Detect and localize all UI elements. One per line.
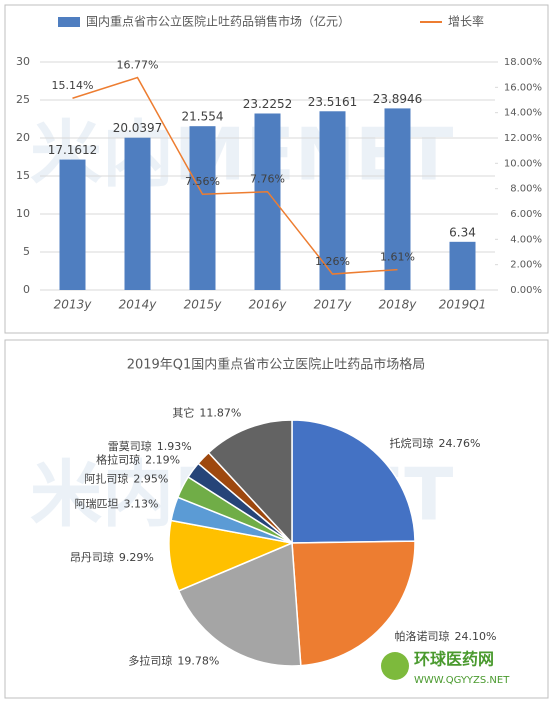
x-tick-label: 2013y <box>54 298 93 312</box>
bar <box>254 113 281 290</box>
watermark: 米内MENET <box>30 113 453 197</box>
slice-value: 24.76% <box>439 437 481 450</box>
slice-category: 昂丹司琼 <box>70 550 114 564</box>
bar <box>319 111 346 290</box>
slice-category: 托烷司琼 <box>390 436 434 450</box>
y2-tick-label: 18.00% <box>504 57 542 68</box>
y-tick-label: 25 <box>16 93 30 106</box>
x-tick-label: 2017y <box>314 298 353 312</box>
pie-slice <box>177 541 302 667</box>
data-label: 6.34 <box>449 225 476 239</box>
slice-label: 其它 11.87% <box>172 406 241 420</box>
logo-name: 环球医药网 <box>414 650 494 669</box>
y-tick-label: 15 <box>16 169 30 182</box>
bar <box>189 126 216 290</box>
bar <box>384 108 411 291</box>
data-label: 1.61% <box>380 251 415 264</box>
slice-value: 2.19% <box>145 454 180 467</box>
slice-value: 3.13% <box>124 497 159 510</box>
data-label: 7.56% <box>185 175 220 188</box>
chart-title: 2019年Q1国内重点省市公立医院止吐药品市场格局 <box>127 357 426 373</box>
slice-label: 帕洛诺司琼 24.10% <box>394 629 496 643</box>
y2-tick-label: 10.00% <box>504 158 542 169</box>
data-label: 1.26% <box>315 255 350 268</box>
slice-label: 多拉司琼 19.78% <box>128 654 219 668</box>
y-tick-label: 30 <box>16 55 30 68</box>
slice-label: 阿扎司琼 2.95% <box>84 472 168 486</box>
y-tick-label: 20 <box>16 131 30 144</box>
x-tick-label: 2014y <box>119 298 158 312</box>
data-label: 23.2252 <box>243 97 293 111</box>
slice-label: 昂丹司琼 9.29% <box>70 550 154 564</box>
y2-tick-label: 0.00% <box>510 285 542 296</box>
legend-label: 增长率 <box>448 14 484 29</box>
logo-icon <box>381 652 409 680</box>
x-tick-label: 2016y <box>249 298 288 312</box>
slice-value: 24.10% <box>454 630 496 643</box>
slice-category: 其它 <box>172 406 194 420</box>
legend-swatch <box>58 17 80 27</box>
y2-tick-label: 16.00% <box>504 82 542 93</box>
slice-value: 19.78% <box>177 655 219 668</box>
y2-tick-label: 6.00% <box>510 209 542 220</box>
data-label: 23.8946 <box>373 92 423 106</box>
y-tick-label: 5 <box>23 245 30 258</box>
pie-slice <box>291 419 416 544</box>
slice-category: 雷莫司琼 <box>108 439 152 453</box>
y-tick-label: 0 <box>23 283 30 296</box>
data-label: 21.554 <box>182 110 224 124</box>
data-label: 15.14% <box>52 79 94 92</box>
slice-value: 2.95% <box>133 473 168 486</box>
data-label: 23.5161 <box>308 95 358 109</box>
legend-label: 国内重点省市公立医院止吐药品销售市场（亿元） <box>86 14 350 29</box>
slice-value: 1.93% <box>157 440 192 453</box>
x-tick-label: 2018y <box>379 298 418 312</box>
x-tick-label: 2015y <box>184 298 223 312</box>
data-label: 16.77% <box>117 59 159 72</box>
slice-label: 格拉司琼 2.19% <box>96 453 180 467</box>
bar <box>59 159 86 290</box>
slice-category: 阿扎司琼 <box>84 472 128 486</box>
bar <box>449 241 476 290</box>
y-tick-label: 10 <box>16 207 30 220</box>
slice-category: 多拉司琼 <box>128 654 172 668</box>
y2-tick-label: 4.00% <box>510 234 542 245</box>
slice-value: 9.29% <box>119 551 154 564</box>
logo-url: WWW.QGYYZS.NET <box>414 675 510 686</box>
slice-category: 帕洛诺司琼 <box>394 629 449 643</box>
slice-value: 11.87% <box>199 407 241 420</box>
slice-label: 阿瑞匹坦 3.13% <box>75 496 159 510</box>
growth-line <box>72 76 398 275</box>
slice-category: 阿瑞匹坦 <box>75 496 119 510</box>
pie-slice <box>207 419 293 545</box>
data-label: 20.0397 <box>113 121 163 135</box>
slice-label: 托烷司琼 24.76% <box>390 436 481 450</box>
y2-tick-label: 12.00% <box>504 133 542 144</box>
bar <box>124 137 151 290</box>
slice-label: 雷莫司琼 1.93% <box>108 439 192 453</box>
y2-tick-label: 2.00% <box>510 260 542 271</box>
y2-tick-label: 8.00% <box>510 184 542 195</box>
data-label: 7.76% <box>250 173 285 186</box>
data-label: 17.1612 <box>48 143 98 157</box>
pie-slice <box>291 540 416 667</box>
x-tick-label: 2019Q1 <box>439 298 487 312</box>
slice-category: 格拉司琼 <box>96 453 140 467</box>
y2-tick-label: 14.00% <box>504 108 542 119</box>
